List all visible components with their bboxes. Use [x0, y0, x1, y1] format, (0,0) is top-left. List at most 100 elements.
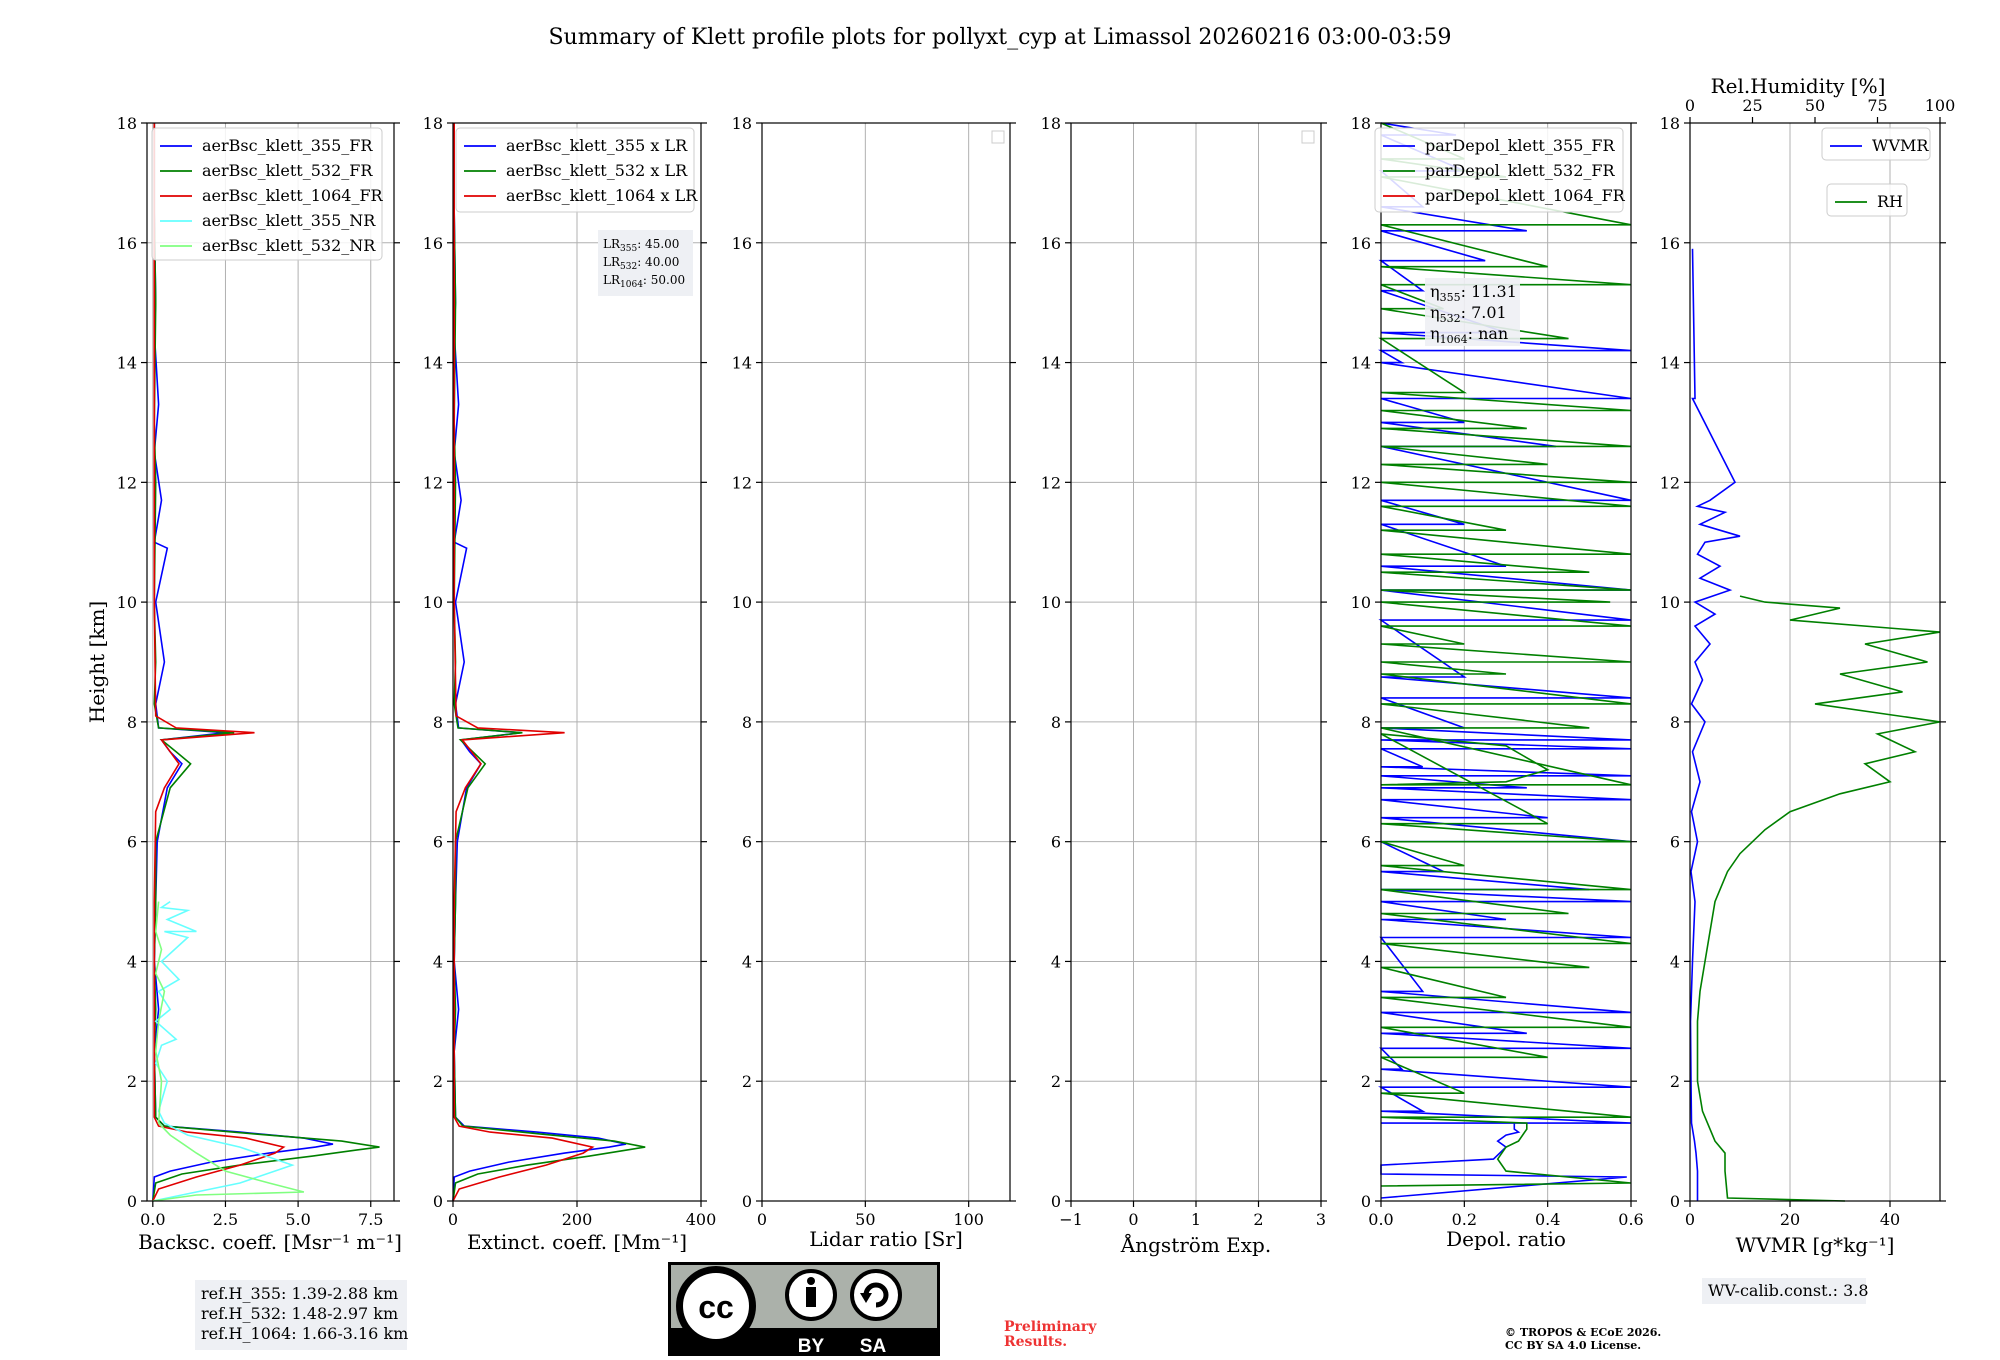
by-label: BY: [798, 1336, 825, 1357]
x-axis-label: Backsc. coeff. [Msr⁻¹ m⁻¹]: [138, 1230, 402, 1254]
x-tick-label: 2: [1253, 1210, 1263, 1229]
y-tick-label: 12: [423, 473, 443, 492]
legend-label: aerBsc_klett_532_FR: [202, 161, 373, 180]
legend: aerBsc_klett_355_FR aerBsc_klett_532_FRae…: [151, 127, 384, 261]
y-tick-label: 12: [1041, 473, 1061, 492]
y-tick-label: 4: [127, 952, 137, 971]
legend-label: parDepol_klett_1064_FR: [1425, 186, 1626, 205]
ref-height-355: ref.H_355: 1.39-2.88 km: [201, 1284, 398, 1303]
x-tick-label: 0.0: [140, 1210, 165, 1229]
x-tick-label: 7.5: [358, 1210, 383, 1229]
y-tick-label: 8: [1051, 713, 1061, 732]
y-tick-label: 6: [1670, 833, 1680, 852]
y-tick-label: 8: [1361, 713, 1371, 732]
y-tick-label: 18: [732, 114, 752, 133]
x-tick-label: 0.2: [1452, 1210, 1477, 1229]
y-tick-label: 8: [1670, 713, 1680, 732]
y-tick-label: 10: [1351, 593, 1371, 612]
legend: parDepol_klett_355_FR parDepol_klett_532_…: [1374, 127, 1626, 213]
y-tick-label: 2: [1051, 1072, 1061, 1091]
axes-frame: [1380, 122, 1632, 1202]
y-tick-label: 10: [117, 593, 137, 612]
preliminary-line-2: Results.: [1004, 1334, 1067, 1350]
legend-label: parDepol_klett_532_FR: [1425, 161, 1616, 180]
series-line-aerBsc_klett_532_FR: [152, 123, 380, 1202]
series-line-parDepol_klett_355_FR: [1378, 122, 1632, 1199]
legend-label: aerBsc_klett_532 x LR: [506, 161, 688, 180]
legend-label: aerBsc_klett_355_NR: [202, 211, 376, 230]
legend-frame: [1821, 127, 1931, 161]
x-axis-label: WVMR [g*kg⁻¹]: [1736, 1233, 1895, 1257]
x2-tick-label: 100: [1925, 96, 1956, 115]
y-tick-label: 8: [433, 713, 443, 732]
series-line-parDepol_klett_532_FR: [1378, 122, 1632, 1187]
x-tick-label: 5.0: [285, 1210, 310, 1229]
series-line-WVMR: [1689, 248, 1741, 1201]
y-tick-label: 14: [1660, 354, 1680, 373]
y-tick-label: 10: [732, 593, 752, 612]
x-axis-label: Depol. ratio: [1446, 1227, 1566, 1251]
legend-frame: [455, 127, 695, 213]
y-tick-label: 16: [732, 234, 752, 253]
x-tick-label: −1: [1059, 1210, 1083, 1229]
ref-height-box: ref.H_355: 1.39-2.88 km ref.H_532: 1.48-…: [195, 1280, 408, 1350]
y-tick-label: 2: [742, 1072, 752, 1091]
y-tick-label: 4: [1051, 952, 1061, 971]
y-tick-label: 8: [127, 713, 137, 732]
legend-frame: [1374, 127, 1624, 213]
y-tick-label: 4: [433, 952, 443, 971]
ref-height-532: ref.H_532: 1.48-2.97 km: [201, 1304, 398, 1323]
y-tick-label: 10: [1660, 593, 1680, 612]
y-tick-label: 2: [433, 1072, 443, 1091]
y-tick-label: 2: [1361, 1072, 1371, 1091]
cc-logo-text: cc: [698, 1289, 734, 1325]
empty-legend-marker: [991, 130, 1005, 144]
y-tick-label: 12: [1660, 473, 1680, 492]
series-line-aerBsc_klett_355_NR: [152, 900, 295, 1202]
y-tick-label: 8: [742, 713, 752, 732]
figure-title: Summary of Klett profile plots for polly…: [548, 25, 1451, 50]
panel-wvmr: 0 20 40 0 2 4 6 8 10 12 14 16 18 0 25 50 75 100 WVMR [g*k…: [1660, 74, 1956, 1304]
legend-label: aerBsc_klett_355 x LR: [506, 136, 688, 155]
x-tick-label: 100: [953, 1210, 984, 1229]
legend: aerBsc_klett_355 x LR aerBsc_klett_532 x …: [455, 127, 698, 213]
x-tick-label: 0: [1685, 1210, 1695, 1229]
y-tick-label: 14: [1041, 354, 1061, 373]
y-tick-label: 4: [1361, 952, 1371, 971]
x-tick-label: 0: [757, 1210, 767, 1229]
copyright-line-2: CC BY SA 4.0 License.: [1505, 1339, 1641, 1352]
x-tick-label: 3: [1316, 1210, 1326, 1229]
y-tick-label: 12: [117, 473, 137, 492]
x-axis-label: Ångström Exp.: [1120, 1232, 1271, 1257]
panel-lidar-ratio: 0 50 100 0 2 4 6 8 10 12 14 16 18 Lidar ratio [Sr]: [732, 114, 1016, 1251]
y-tick-label: 0: [1051, 1192, 1061, 1211]
y-tick-label: 16: [117, 234, 137, 253]
y-tick-label: 0: [742, 1192, 752, 1211]
copyright-line-1: © TROPOS & ECoE 2026.: [1505, 1326, 1661, 1339]
x-tick-label: 0: [1128, 1210, 1138, 1229]
y-tick-label: 10: [423, 593, 443, 612]
axes-frame: [146, 122, 395, 1202]
x-tick-label: 40: [1880, 1210, 1900, 1229]
wv-calib-const: WV-calib.const.: 3.8: [1708, 1281, 1869, 1300]
legend-frame: [151, 127, 383, 261]
x2-tick-label: 25: [1742, 96, 1762, 115]
y-tick-label: 2: [127, 1072, 137, 1091]
y-tick-label: 0: [127, 1192, 137, 1211]
x2-tick-label: 0: [1685, 96, 1695, 115]
x-tick-label: 20: [1780, 1210, 1800, 1229]
y-tick-label: 2: [1670, 1072, 1680, 1091]
y-tick-label: 16: [423, 234, 443, 253]
y-tick-label: 16: [1351, 234, 1371, 253]
eta-355: η355: 11.31: [1430, 282, 1517, 304]
y-tick-label: 12: [732, 473, 752, 492]
y-tick-label: 0: [1361, 1192, 1371, 1211]
eta-532: η532: 7.01: [1430, 303, 1507, 325]
legend-rh: RH: [1826, 183, 1908, 217]
lr-1064: LR1064: 50.00: [603, 273, 685, 290]
lr-355: LR355: 45.00: [603, 237, 679, 254]
x2-tick-label: 75: [1867, 96, 1887, 115]
x-tick-label: 2.5: [213, 1210, 238, 1229]
empty-legend-marker: [1301, 130, 1315, 144]
